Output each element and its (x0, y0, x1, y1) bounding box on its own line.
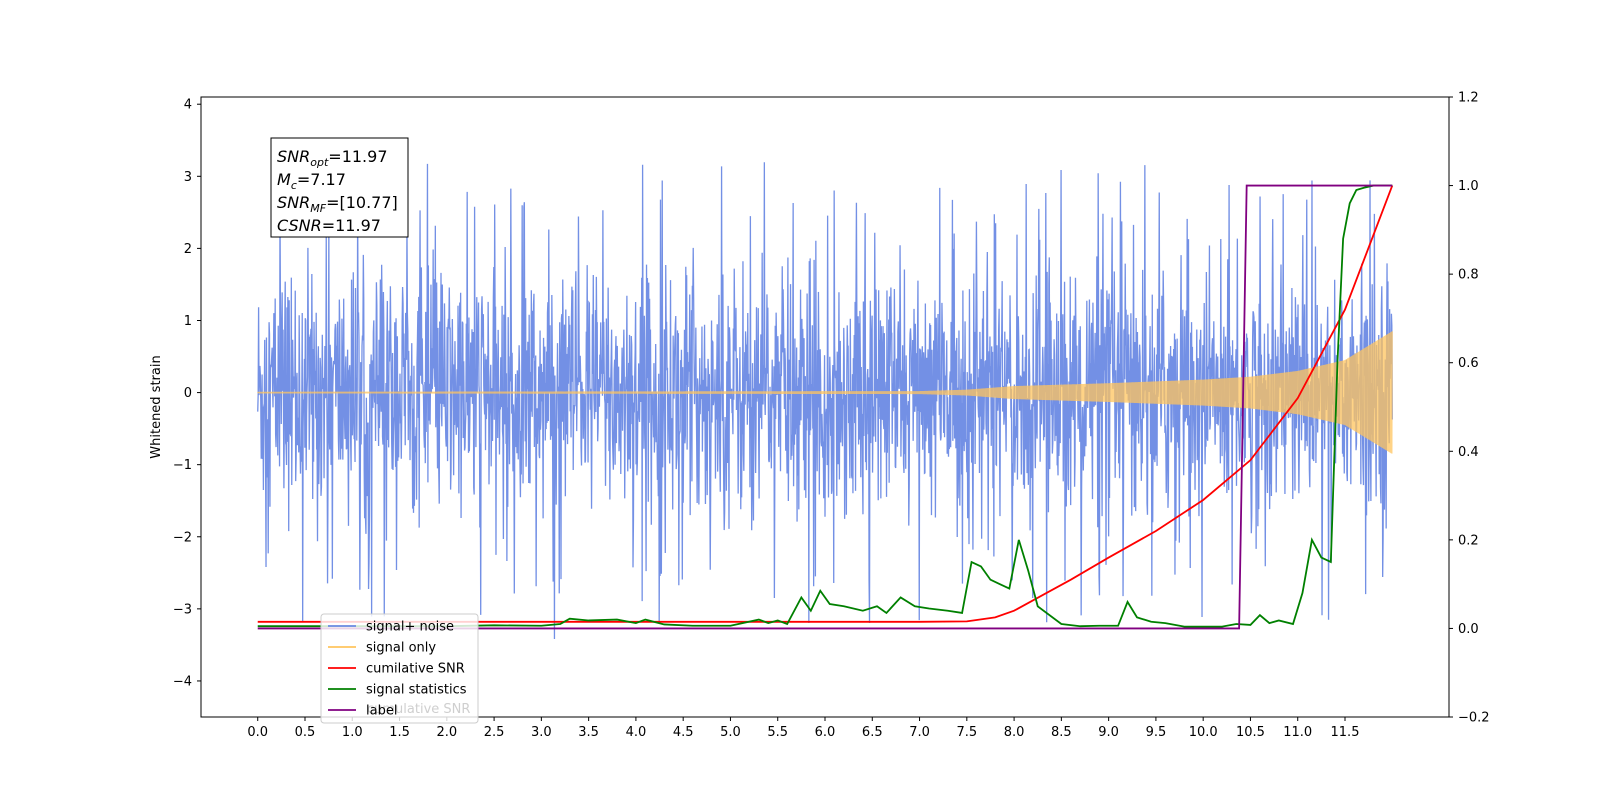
secondary-y-tick-label: 0.4 (1458, 445, 1479, 460)
x-tick-label: 1.5 (389, 725, 410, 740)
y-tick-label: 1 (184, 314, 192, 329)
legend-label: signal only (366, 641, 436, 656)
x-tick-label: 10.5 (1236, 725, 1265, 740)
legend-overlap-text: cumulative SNR (367, 702, 470, 717)
series-signal-only (257, 331, 1393, 454)
x-tick-label: 5.5 (767, 725, 788, 740)
x-tick-label: 7.0 (909, 725, 930, 740)
x-tick-label: 9.5 (1146, 725, 1167, 740)
annotation-line: CSNR=11.97 (277, 216, 381, 235)
secondary-y-tick-label: −0.2 (1458, 711, 1490, 726)
secondary-y-tick-label: 0.6 (1458, 356, 1479, 371)
y-tick-label: −1 (173, 458, 192, 473)
x-tick-label: 9.0 (1098, 725, 1119, 740)
legend-label: signal statistics (366, 683, 467, 698)
x-tick-label: 11.5 (1331, 725, 1360, 740)
x-tick-label: 10.0 (1189, 725, 1218, 740)
x-tick-label: 2.5 (484, 725, 505, 740)
legend-box (320, 613, 479, 724)
legend-label: signal+ noise (366, 620, 454, 635)
y-tick-label: 0 (184, 386, 192, 401)
series-cumilative-snr (257, 185, 1394, 623)
y-tick-label: 4 (184, 98, 192, 113)
x-tick-label: 8.5 (1051, 725, 1072, 740)
annotation-line: SNRopt=11.97 (277, 147, 388, 169)
secondary-y-tick-label: 0.2 (1458, 533, 1479, 548)
x-tick-label: 6.0 (815, 725, 836, 740)
legend-label: cumilative SNR (366, 662, 465, 677)
plot-area (257, 162, 1394, 640)
x-tick-label: 3.5 (578, 725, 599, 740)
x-tick-label: 5.0 (720, 725, 741, 740)
x-tick-label: 4.0 (626, 725, 647, 740)
series-label (257, 184, 1393, 630)
y-tick-label: −3 (173, 602, 192, 617)
annotation-line: Mc=7.17 (277, 170, 346, 192)
x-tick-label: 8.0 (1004, 725, 1025, 740)
series-signal-statistics (257, 184, 1393, 628)
y-axis-label: Whitened strain (149, 355, 164, 458)
series-signal-plus-noise (257, 162, 1393, 640)
secondary-y-tick-label: 1.2 (1458, 91, 1479, 106)
y-tick-label: 2 (184, 242, 192, 257)
annotation-line: SNRMF=[10.77] (277, 193, 398, 215)
axes: 0.0 0.5 1.0 1.5 2.0 2.5 3.0 3.5 4.0 4.5 5.0 5.5 6.0 6… (173, 91, 1490, 741)
y-tick-label: 3 (184, 170, 192, 185)
x-tick-label: 2.0 (436, 725, 457, 740)
legend-label: label (366, 704, 397, 719)
secondary-y-tick-label: 0.0 (1458, 622, 1479, 637)
secondary-y-tick-label: 1.0 (1458, 179, 1479, 194)
x-tick-label: 1.0 (342, 725, 363, 740)
metrics-annotation: SNRopt=11.97Mc=7.17SNRMF=[10.77]CSNR=11.… (270, 137, 409, 238)
x-tick-label: 3.0 (531, 725, 552, 740)
x-tick-label: 4.5 (673, 725, 694, 740)
legend: cumulative SNR signal+ noise signal only cu… (320, 613, 479, 724)
x-tick-label: 0.0 (247, 725, 268, 740)
y-tick-label: −4 (173, 674, 192, 689)
x-tick-label: 7.5 (956, 725, 977, 740)
x-tick-label: 6.5 (862, 725, 883, 740)
y-tick-label: −2 (173, 530, 192, 545)
secondary-y-tick-label: 0.8 (1458, 268, 1479, 283)
annotation-box (270, 137, 409, 238)
x-tick-label: 0.5 (295, 725, 316, 740)
x-tick-label: 11.0 (1283, 725, 1312, 740)
